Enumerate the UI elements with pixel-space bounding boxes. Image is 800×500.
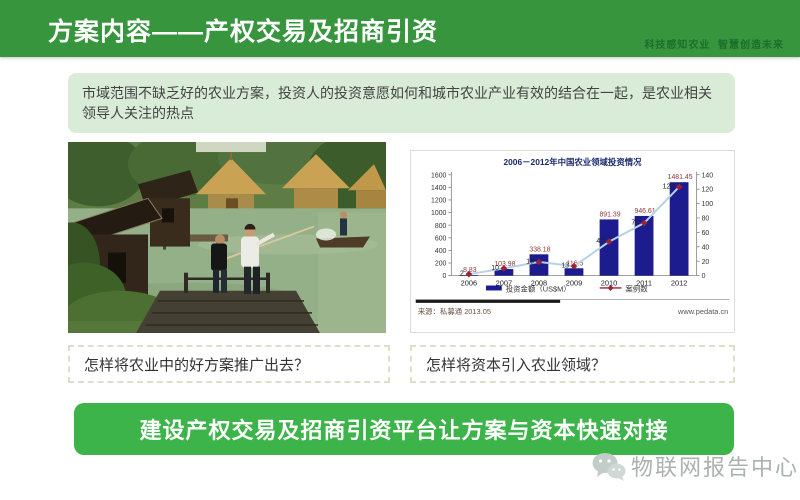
wechat-icon [592, 452, 626, 481]
intro-text: 市域范围不缺乏好的农业方案，投资人的投资意愿如何和城市农业产业有效的结合在一起，… [82, 85, 712, 122]
svg-text:200: 200 [435, 261, 447, 268]
svg-text:73: 73 [631, 220, 639, 227]
svg-text:338.18: 338.18 [529, 246, 550, 253]
svg-text:946.61: 946.61 [634, 208, 655, 215]
watermark-text: 物联网报告中心 [631, 455, 800, 480]
svg-text:案例数: 案例数 [625, 283, 648, 293]
conclusion-banner: 建设产权交易及招商引资平台让方案与资本快速对接 [74, 403, 734, 455]
svg-text:60: 60 [702, 230, 710, 237]
svg-text:40: 40 [702, 244, 710, 251]
svg-text:0: 0 [702, 273, 706, 280]
svg-text:10: 10 [491, 265, 499, 272]
svg-text:www.pedata.cn: www.pedata.cn [677, 307, 728, 316]
svg-text:8.83: 8.83 [463, 267, 477, 274]
caption-left-text: 怎样将农业中的好方案推广出去？ [84, 356, 310, 374]
svg-text:891.39: 891.39 [599, 211, 620, 218]
intro-text-box: 市域范围不缺乏好的农业方案，投资人的投资意愿如何和城市农业产业有效的结合在一起，… [68, 73, 735, 133]
header-bar: 方案内容——产权交易及招商引资 科技感知农业 智慧创造未来 [0, 0, 800, 57]
svg-text:80: 80 [702, 216, 710, 223]
svg-text:13: 13 [561, 263, 569, 270]
svg-text:0: 0 [443, 273, 447, 280]
svg-text:1000: 1000 [431, 210, 447, 217]
svg-text:47: 47 [596, 238, 604, 245]
page-title: 方案内容——产权交易及招商引资 [48, 18, 439, 46]
svg-text:19: 19 [526, 258, 534, 265]
svg-text:2009: 2009 [566, 279, 582, 288]
svg-text:1481.45: 1481.45 [668, 174, 693, 181]
conclusion-banner-text: 建设产权交易及招商引资平台让方案与资本快速对接 [139, 418, 669, 443]
svg-text:600: 600 [435, 235, 447, 242]
caption-left: 怎样将农业中的好方案推广出去？ [68, 345, 390, 383]
svg-text:123: 123 [663, 183, 675, 190]
svg-text:投资金额（US$M）: 投资金额（US$M） [506, 283, 571, 293]
header-tagline: 科技感知农业 智慧创造未来 [644, 40, 784, 51]
caption-right: 怎样将资本引入农业领域？ [410, 345, 735, 383]
svg-text:800: 800 [435, 223, 447, 230]
svg-text:2008: 2008 [531, 279, 547, 288]
svg-text:100: 100 [702, 201, 714, 208]
svg-text:120: 120 [702, 187, 714, 194]
svg-text:来源：私募通 2013.05: 来源：私募通 2013.05 [418, 306, 491, 316]
caption-right-text: 怎样将资本引入农业领域？ [426, 356, 607, 374]
svg-text:116.5: 116.5 [567, 260, 584, 267]
svg-text:103.98: 103.98 [494, 261, 515, 268]
svg-text:2007: 2007 [496, 279, 512, 288]
investment-chart-box: 2006－2012年中国农业领域投资情况 0 200 400 600 800 1000 120… [410, 150, 735, 333]
svg-text:2006: 2006 [461, 279, 477, 288]
investment-chart: 2006－2012年中国农业领域投资情况02004006008001000120… [415, 157, 730, 316]
svg-text:2012: 2012 [671, 279, 687, 288]
svg-text:2011: 2011 [636, 279, 652, 288]
svg-text:140: 140 [702, 172, 714, 179]
farm-pond-illustration [68, 142, 386, 333]
watermark: 物联网报告中心 [592, 450, 799, 482]
svg-text:1400: 1400 [431, 185, 447, 192]
svg-text:400: 400 [435, 248, 447, 255]
svg-text:2010: 2010 [601, 279, 617, 288]
svg-text:2: 2 [460, 271, 464, 278]
svg-text:20: 20 [702, 259, 710, 266]
svg-text:1600: 1600 [431, 172, 447, 179]
svg-text:1200: 1200 [431, 198, 447, 205]
farm-pond-photo [68, 142, 386, 333]
svg-text:2006－2012年中国农业领域投资情况: 2006－2012年中国农业领域投资情况 [503, 157, 642, 167]
